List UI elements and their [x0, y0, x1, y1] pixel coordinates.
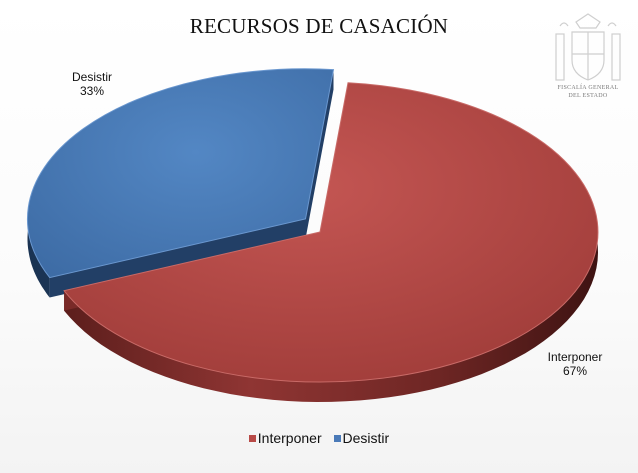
data-label-interponer: Interponer 67% [540, 350, 610, 378]
legend-item-desistir: Desistir [333, 430, 390, 446]
data-label-desistir-percent: 33% [79, 84, 105, 98]
chart-title: RECURSOS DE CASACIÓN [189, 14, 449, 38]
data-label-desistir: Desistir 33% [62, 70, 122, 98]
pie-slice-cut-desistir-1 [305, 69, 334, 239]
legend-item-interponer: Interponer [248, 430, 322, 446]
data-label-desistir-name: Desistir [71, 70, 112, 84]
legend-label-desistir: Desistir [342, 430, 390, 446]
legend-swatch-interponer [248, 435, 256, 442]
legend-swatch-desistir [333, 435, 341, 442]
chart-legend: Interponer Desistir [0, 430, 638, 446]
data-label-interponer-percent: 67% [562, 364, 588, 378]
pie-slice-cut-desistir-0 [49, 218, 306, 298]
emblem-caption-line1: FISCALÍA GENERAL [557, 85, 619, 91]
pie-slice-desistir [26, 68, 335, 279]
data-label-interponer-name: Interponer [547, 350, 603, 364]
legend-label-interponer: Interponer [257, 430, 322, 446]
coat-of-arms-icon [555, 13, 621, 81]
emblem-caption-line2: DEL ESTADO [568, 93, 608, 99]
pie-slice-interponer [63, 82, 599, 383]
emblem-caption: FISCALÍA GENERAL DEL ESTADO [548, 84, 628, 100]
